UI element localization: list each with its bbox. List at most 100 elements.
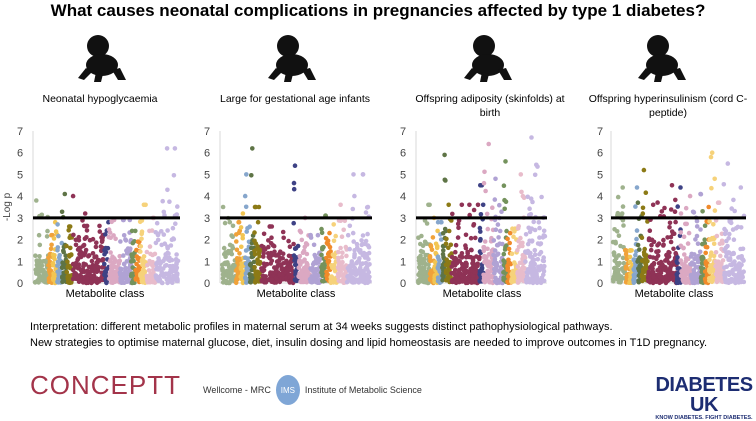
data-point — [435, 228, 440, 234]
data-point — [33, 253, 38, 258]
data-point — [541, 278, 547, 284]
data-point — [536, 220, 542, 225]
data-point — [227, 219, 233, 225]
y-tick-label: 7 — [17, 126, 23, 138]
data-point — [503, 159, 508, 164]
data-point — [656, 249, 661, 254]
data-point — [620, 185, 625, 190]
data-point — [99, 265, 105, 270]
data-point — [463, 275, 468, 281]
data-point — [715, 277, 720, 282]
data-point — [531, 257, 537, 263]
data-point — [296, 274, 302, 280]
data-point — [722, 272, 727, 278]
data-point — [701, 255, 706, 261]
data-point — [717, 273, 723, 279]
data-point — [173, 221, 178, 226]
data-point — [118, 276, 123, 282]
data-point — [36, 278, 41, 284]
data-point — [739, 253, 744, 259]
data-point — [420, 243, 426, 248]
data-point — [444, 263, 450, 268]
data-point — [529, 135, 534, 140]
data-point — [501, 251, 507, 257]
data-point — [50, 252, 56, 257]
diabetes-uk-tagline: KNOW DIABETES. FIGHT DIABETES. — [655, 415, 753, 421]
data-point — [164, 146, 170, 151]
ims-prefix: Wellcome - MRC — [203, 385, 271, 395]
data-point — [519, 189, 524, 195]
data-point — [37, 253, 42, 259]
data-point — [291, 241, 296, 247]
data-point — [59, 209, 65, 215]
data-point — [297, 253, 303, 259]
data-point — [616, 267, 621, 273]
data-point — [156, 231, 161, 237]
data-point — [478, 183, 483, 188]
data-point — [714, 233, 720, 239]
data-point — [113, 236, 118, 242]
y-tick-label: 3 — [597, 213, 603, 225]
data-point — [667, 225, 672, 230]
data-point — [708, 154, 714, 160]
y-tick-label: 6 — [400, 148, 406, 160]
data-point — [647, 228, 653, 233]
data-point — [359, 242, 365, 248]
data-point — [529, 226, 535, 231]
data-point — [331, 238, 337, 244]
data-point — [301, 279, 307, 285]
y-tick-label: 5 — [204, 169, 210, 181]
data-point — [492, 266, 497, 272]
data-point — [57, 253, 62, 258]
data-point — [530, 199, 535, 205]
y-tick-label: 6 — [204, 148, 210, 160]
data-point — [261, 254, 266, 259]
data-point — [684, 266, 689, 272]
data-point — [444, 236, 449, 242]
data-point — [338, 218, 344, 223]
data-point — [475, 202, 481, 208]
data-point — [93, 267, 98, 273]
data-point — [424, 221, 430, 226]
data-point — [668, 207, 674, 212]
data-point — [481, 248, 487, 254]
data-point — [129, 228, 135, 234]
data-point — [339, 234, 345, 239]
data-point — [713, 259, 719, 264]
data-point — [728, 220, 734, 226]
data-point — [615, 194, 621, 200]
data-point — [133, 267, 138, 273]
data-point — [64, 269, 70, 275]
data-point — [359, 262, 364, 267]
data-point — [703, 250, 708, 256]
data-point — [233, 280, 239, 286]
data-point — [86, 253, 91, 259]
data-point — [124, 259, 130, 264]
data-point — [133, 228, 138, 234]
data-point — [315, 232, 321, 238]
data-point — [112, 259, 117, 265]
data-point — [721, 182, 727, 187]
y-tick-label: 1 — [597, 256, 603, 268]
data-point — [117, 253, 122, 259]
data-point — [470, 260, 475, 266]
data-point — [648, 264, 654, 270]
data-point — [171, 173, 177, 178]
data-point — [453, 258, 458, 263]
data-point — [472, 270, 477, 275]
data-point — [37, 242, 43, 248]
data-point — [417, 265, 423, 271]
data-point — [263, 274, 268, 280]
data-point — [339, 254, 345, 260]
data-point — [168, 243, 174, 248]
data-point — [501, 183, 507, 188]
data-point — [121, 233, 127, 238]
data-point — [468, 235, 474, 241]
data-point — [439, 219, 444, 225]
data-point — [103, 249, 109, 255]
data-point — [319, 267, 325, 273]
data-point — [76, 265, 82, 271]
data-point — [682, 252, 687, 257]
diabetes-uk-logo: DIABETES UK KNOW DIABETES. FIGHT DIABETE… — [652, 375, 756, 421]
data-point — [661, 237, 666, 243]
